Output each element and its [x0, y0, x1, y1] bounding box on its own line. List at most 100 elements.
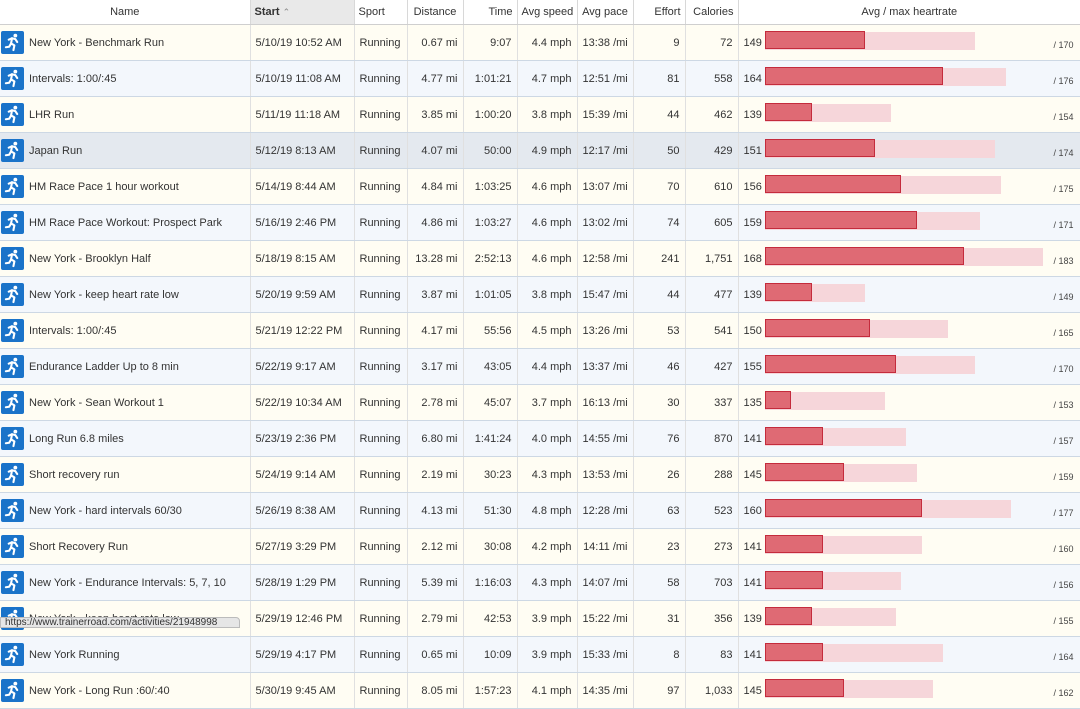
- column-header-distance[interactable]: Distance: [407, 0, 464, 25]
- activity-name[interactable]: Endurance Ladder Up to 8 min: [25, 348, 251, 385]
- activity-calories: 703: [685, 564, 739, 601]
- activity-avg-speed: 4.6 mph: [517, 168, 578, 205]
- activity-name[interactable]: Long Run 6.8 miles: [25, 420, 251, 457]
- activity-avg-heartrate: 145: [738, 672, 764, 709]
- activity-name[interactable]: HM Race Pace 1 hour workout: [25, 168, 251, 205]
- activity-max-heartrate: / 175: [1053, 168, 1080, 205]
- running-person-icon: [1, 211, 24, 234]
- activity-name[interactable]: New York - Long Run :60/:40: [25, 672, 251, 709]
- activity-avg-heartrate: 141: [738, 636, 764, 673]
- column-header-avg-pace[interactable]: Avg pace: [577, 0, 634, 25]
- activity-name[interactable]: Short Recovery Run: [25, 528, 251, 565]
- activity-row[interactable]: Intervals: 1:00/:45 5/21/19 12:22 PM Runni…: [0, 312, 1080, 349]
- activity-start: 5/11/19 11:18 AM: [250, 96, 355, 133]
- activity-effort: 81: [633, 60, 686, 97]
- activity-calories: 273: [685, 528, 739, 565]
- heartrate-bar: [764, 96, 1053, 133]
- activity-avg-speed: 4.4 mph: [517, 348, 578, 385]
- heartrate-bar: [764, 492, 1053, 529]
- activity-distance: 4.07 mi: [407, 132, 464, 169]
- activity-start: 5/20/19 9:59 AM: [250, 276, 355, 313]
- activity-calories: 1,033: [685, 672, 739, 709]
- column-header-heartrate[interactable]: Avg / max heartrate: [738, 0, 1080, 25]
- column-header-time[interactable]: Time: [463, 0, 518, 25]
- activity-name[interactable]: New York - Endurance Intervals: 5, 7, 10: [25, 564, 251, 601]
- activity-row[interactable]: LHR Run 5/11/19 11:18 AM Running 3.85 mi 1:0…: [0, 96, 1080, 133]
- activity-name[interactable]: LHR Run: [25, 96, 251, 133]
- activity-sport: Running: [354, 24, 408, 61]
- heartrate-bar: [764, 348, 1053, 385]
- activity-calories: 558: [685, 60, 739, 97]
- activity-row[interactable]: New York Running 5/29/19 4:17 PM Running 0.…: [0, 636, 1080, 673]
- activity-row[interactable]: Long Run 6.8 miles 5/23/19 2:36 PM Running…: [0, 420, 1080, 457]
- activity-row[interactable]: Short Recovery Run 5/27/19 3:29 PM Running…: [0, 528, 1080, 565]
- activity-time: 30:08: [463, 528, 518, 565]
- activity-avg-heartrate: 159: [738, 204, 764, 241]
- activity-name[interactable]: New York - keep heart rate low: [25, 276, 251, 313]
- activity-icon-cell: [0, 420, 25, 457]
- column-header-sport[interactable]: Sport: [354, 0, 408, 25]
- activity-name[interactable]: Intervals: 1:00/:45: [25, 312, 251, 349]
- activity-name[interactable]: New York - Sean Workout 1: [25, 384, 251, 421]
- activity-sport: Running: [354, 420, 408, 457]
- header-row: Name Start ⌃ Sport Distance Time Avg spe…: [0, 0, 1080, 25]
- activity-row[interactable]: New York - keep heart rate low 5/20/19 9:…: [0, 276, 1080, 313]
- activity-calories: 462: [685, 96, 739, 133]
- activity-name[interactable]: Intervals: 1:00/:45: [25, 60, 251, 97]
- activity-icon-cell: [0, 492, 25, 529]
- activity-row[interactable]: Short recovery run 5/24/19 9:14 AM Running…: [0, 456, 1080, 493]
- activity-avg-heartrate: 149: [738, 24, 764, 61]
- activity-avg-speed: 3.8 mph: [517, 96, 578, 133]
- activity-name[interactable]: Japan Run: [25, 132, 251, 169]
- activity-distance: 0.65 mi: [407, 636, 464, 673]
- activity-effort: 8: [633, 636, 686, 673]
- activity-name[interactable]: New York - hard intervals 60/30: [25, 492, 251, 529]
- avg-heartrate-bar: [765, 211, 917, 229]
- activity-row[interactable]: HM Race Pace 1 hour workout 5/14/19 8:44 …: [0, 168, 1080, 205]
- activity-row[interactable]: Intervals: 1:00/:45 5/10/19 11:08 AM Runni…: [0, 60, 1080, 97]
- column-header-start[interactable]: Start ⌃: [250, 0, 355, 25]
- activity-avg-pace: 15:33 /mi: [577, 636, 634, 673]
- activity-avg-heartrate: 141: [738, 420, 764, 457]
- activity-avg-pace: 13:02 /mi: [577, 204, 634, 241]
- activity-max-heartrate: / 154: [1053, 96, 1080, 133]
- activity-sport: Running: [354, 528, 408, 565]
- activity-row[interactable]: Endurance Ladder Up to 8 min 5/22/19 9:17…: [0, 348, 1080, 385]
- activity-avg-speed: 4.9 mph: [517, 132, 578, 169]
- activity-name[interactable]: HM Race Pace Workout: Prospect Park: [25, 204, 251, 241]
- avg-heartrate-bar: [765, 67, 943, 85]
- activity-distance: 5.39 mi: [407, 564, 464, 601]
- activity-name[interactable]: New York - Benchmark Run: [25, 24, 251, 61]
- activity-name[interactable]: Short recovery run: [25, 456, 251, 493]
- activity-max-heartrate: / 159: [1053, 456, 1080, 493]
- activity-avg-pace: 12:17 /mi: [577, 132, 634, 169]
- activity-distance: 4.77 mi: [407, 60, 464, 97]
- activity-row[interactable]: New York - hard intervals 60/30 5/26/19 8…: [0, 492, 1080, 529]
- activity-row[interactable]: New York - Brooklyn Half 5/18/19 8:15 AM R…: [0, 240, 1080, 277]
- activity-avg-heartrate: 139: [738, 96, 764, 133]
- activity-max-heartrate: / 156: [1053, 564, 1080, 601]
- activity-row[interactable]: New York - Endurance Intervals: 5, 7, 10…: [0, 564, 1080, 601]
- activity-icon-cell: [0, 384, 25, 421]
- activity-avg-speed: 3.9 mph: [517, 600, 578, 637]
- activity-row[interactable]: HM Race Pace Workout: Prospect Park 5/16/…: [0, 204, 1080, 241]
- activity-row[interactable]: Japan Run 5/12/19 8:13 AM Running 4.07 mi 50…: [0, 132, 1080, 169]
- activity-effort: 70: [633, 168, 686, 205]
- activity-sport: Running: [354, 204, 408, 241]
- activity-name[interactable]: New York Running: [25, 636, 251, 673]
- column-header-avg-speed[interactable]: Avg speed: [517, 0, 578, 25]
- activity-row[interactable]: New York - Sean Workout 1 5/22/19 10:34 A…: [0, 384, 1080, 421]
- column-header-name[interactable]: Name: [0, 0, 251, 25]
- activity-time: 43:05: [463, 348, 518, 385]
- avg-heartrate-bar: [765, 247, 964, 265]
- activity-avg-pace: 14:11 /mi: [577, 528, 634, 565]
- column-header-effort[interactable]: Effort: [633, 0, 686, 25]
- sort-ascending-icon: ⌃: [282, 7, 291, 17]
- activity-distance: 2.12 mi: [407, 528, 464, 565]
- column-header-calories[interactable]: Calories: [685, 0, 739, 25]
- activity-name[interactable]: New York - Brooklyn Half: [25, 240, 251, 277]
- avg-heartrate-bar: [765, 643, 823, 661]
- activity-row[interactable]: New York - Benchmark Run 5/10/19 10:52 AM…: [0, 24, 1080, 61]
- activity-row[interactable]: New York - Long Run :60/:40 5/30/19 9:45 …: [0, 672, 1080, 709]
- activity-avg-pace: 15:22 /mi: [577, 600, 634, 637]
